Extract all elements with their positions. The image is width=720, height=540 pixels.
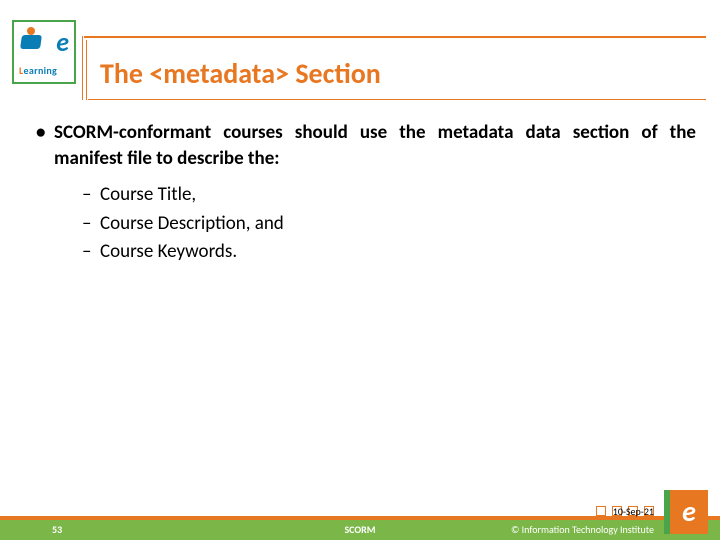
footer-copyright: © Information Technology Institute bbox=[511, 523, 654, 536]
header-rule-bottom bbox=[88, 99, 706, 100]
sub-item: Course Description, and bbox=[82, 210, 696, 239]
logo-figure-icon bbox=[19, 27, 45, 53]
header-rule-vert bbox=[82, 36, 83, 100]
header-rule-vert-inner bbox=[86, 40, 87, 100]
sub-item: Course Keywords. bbox=[82, 238, 696, 267]
footer: 10-Sep-21 e 53 SCORM © Information Techn… bbox=[0, 502, 720, 540]
brand-logo: e Learning bbox=[12, 20, 76, 84]
footer-brand-letter: e bbox=[682, 498, 696, 526]
logo-text: Learning bbox=[19, 64, 57, 77]
footer-date: 10-Sep-21 bbox=[613, 505, 654, 518]
bullet-main: SCORM-conformant courses should use the … bbox=[36, 120, 696, 171]
sub-list: Course Title, Course Description, and Co… bbox=[36, 181, 696, 267]
header-rule-top bbox=[84, 36, 706, 38]
decor-square-icon bbox=[596, 506, 606, 516]
logo-letter: e bbox=[56, 29, 69, 55]
slide-title: The <metadata> Section bbox=[100, 56, 381, 91]
content-area: SCORM-conformant courses should use the … bbox=[36, 120, 696, 267]
sub-item: Course Title, bbox=[82, 181, 696, 210]
